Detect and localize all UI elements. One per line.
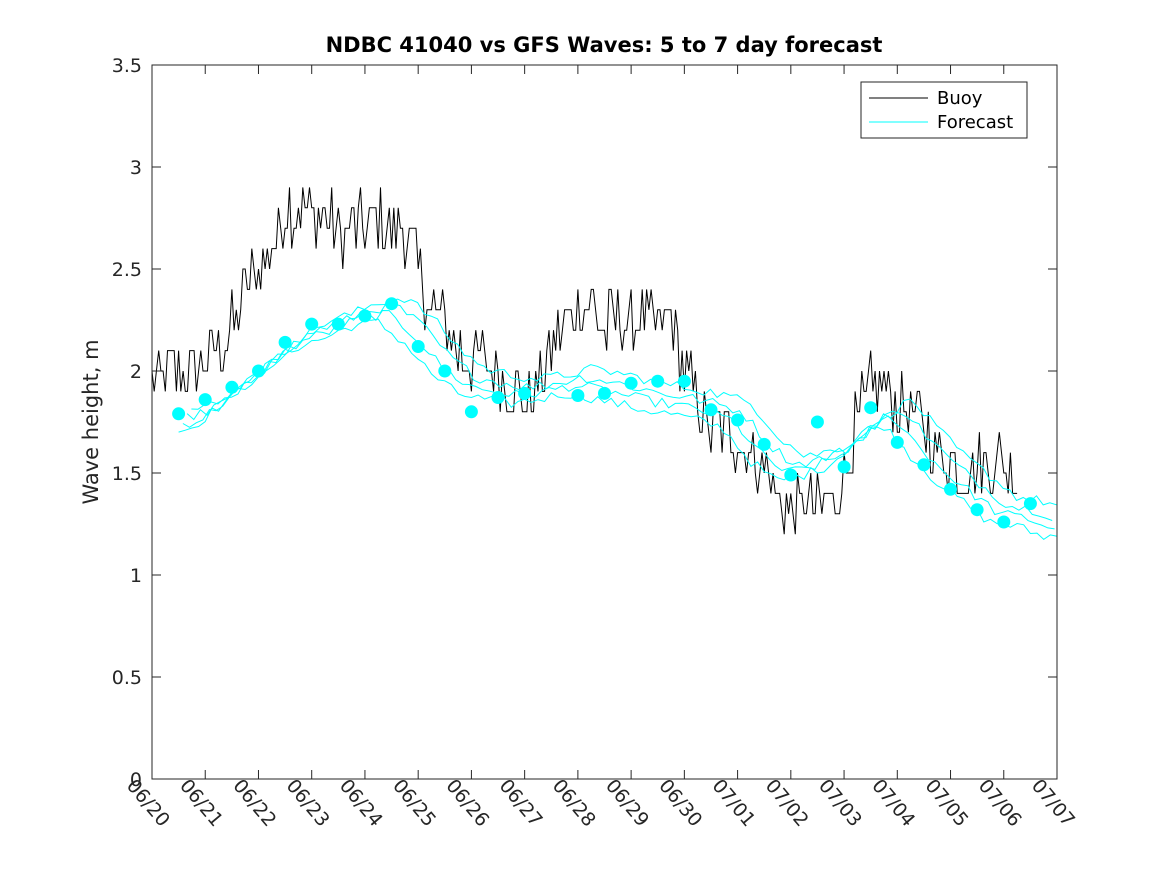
forecast-marker [917,458,931,472]
y-tick-label: 1 [130,565,142,587]
x-tick-label: 06/22 [228,775,280,831]
forecast-marker [252,364,265,378]
forecast-marker [464,405,478,419]
forecast-marker [438,364,452,378]
forecast-marker [1023,497,1037,511]
y-tick-label: 0.5 [112,667,142,689]
forecast-marker [810,415,824,429]
x-tick-label: 06/20 [122,775,174,831]
forecast-marker [491,391,505,404]
forecast-marker [571,389,585,402]
forecast-marker [731,413,745,427]
forecast-marker [837,460,851,474]
forecast-marker [864,401,878,415]
forecast-marker [970,503,984,517]
forecast-line [186,301,1053,521]
forecast-marker [598,386,611,400]
x-tick-label: 07/02 [761,775,813,831]
forecast-marker [172,407,186,421]
legend-forecast-label: Forecast [937,112,1013,133]
chart-title: NDBC 41040 vs GFS Waves: 5 to 7 day fore… [326,33,883,57]
forecast-marker [757,437,771,451]
x-tick-label: 07/07 [1027,775,1079,831]
forecast-marker [385,297,399,311]
legend: Buoy Forecast [860,81,1028,139]
y-tick-label: 0 [130,769,142,791]
forecast-marker [997,515,1011,529]
legend-box [860,81,1028,139]
x-tick-label: 06/21 [175,775,227,831]
y-tick-label: 2 [130,361,142,383]
forecast-line [182,309,1055,530]
x-tick-label: 07/05 [921,775,973,831]
forecast-marker [305,317,319,331]
axes-box [151,64,1058,780]
forecast-marker [358,309,372,323]
y-axis: 0 0.5 1 1.5 2 2.5 3 3.5 [112,55,1057,791]
x-tick-label: 07/03 [814,775,866,831]
forecast-marker [225,380,239,394]
forecast-marker [677,374,691,388]
forecast-marker [944,482,957,496]
buoy-series [151,187,1018,535]
y-tick-label: 3 [130,157,142,179]
x-tick-label: 06/29 [601,775,653,831]
forecast-marker [704,403,718,417]
forecast-marker [890,435,904,449]
forecast-marker [624,376,638,390]
x-tick-label: 06/23 [282,775,334,831]
forecast-marker [331,317,345,331]
forecast-marker [518,386,532,400]
forecast-marker [411,340,425,353]
x-tick-label: 06/25 [388,775,440,831]
forecast-marker [278,335,292,349]
x-tick-label: 06/24 [335,775,387,831]
x-tick-label: 06/30 [654,775,706,831]
buoy-line [151,187,1018,535]
x-tick-label: 06/26 [441,775,493,831]
y-tick-label: 2.5 [112,259,142,281]
plot-area [152,65,1057,779]
x-tick-label: 06/28 [548,775,600,831]
legend-buoy-label: Buoy [937,88,983,109]
forecast-markers [172,297,1037,529]
forecast-marker [651,374,665,388]
forecast-line [178,318,1058,541]
forecast-marker [784,468,798,482]
y-tick-label: 3.5 [112,55,142,77]
x-tick-label: 07/04 [867,775,919,831]
y-axis-label: Wave height, m [79,339,103,504]
x-tick-label: 07/01 [708,775,760,831]
x-tick-label: 07/06 [974,775,1026,831]
y-tick-label: 1.5 [112,463,142,485]
x-tick-label: 06/27 [495,775,547,831]
forecast-marker [198,393,212,407]
